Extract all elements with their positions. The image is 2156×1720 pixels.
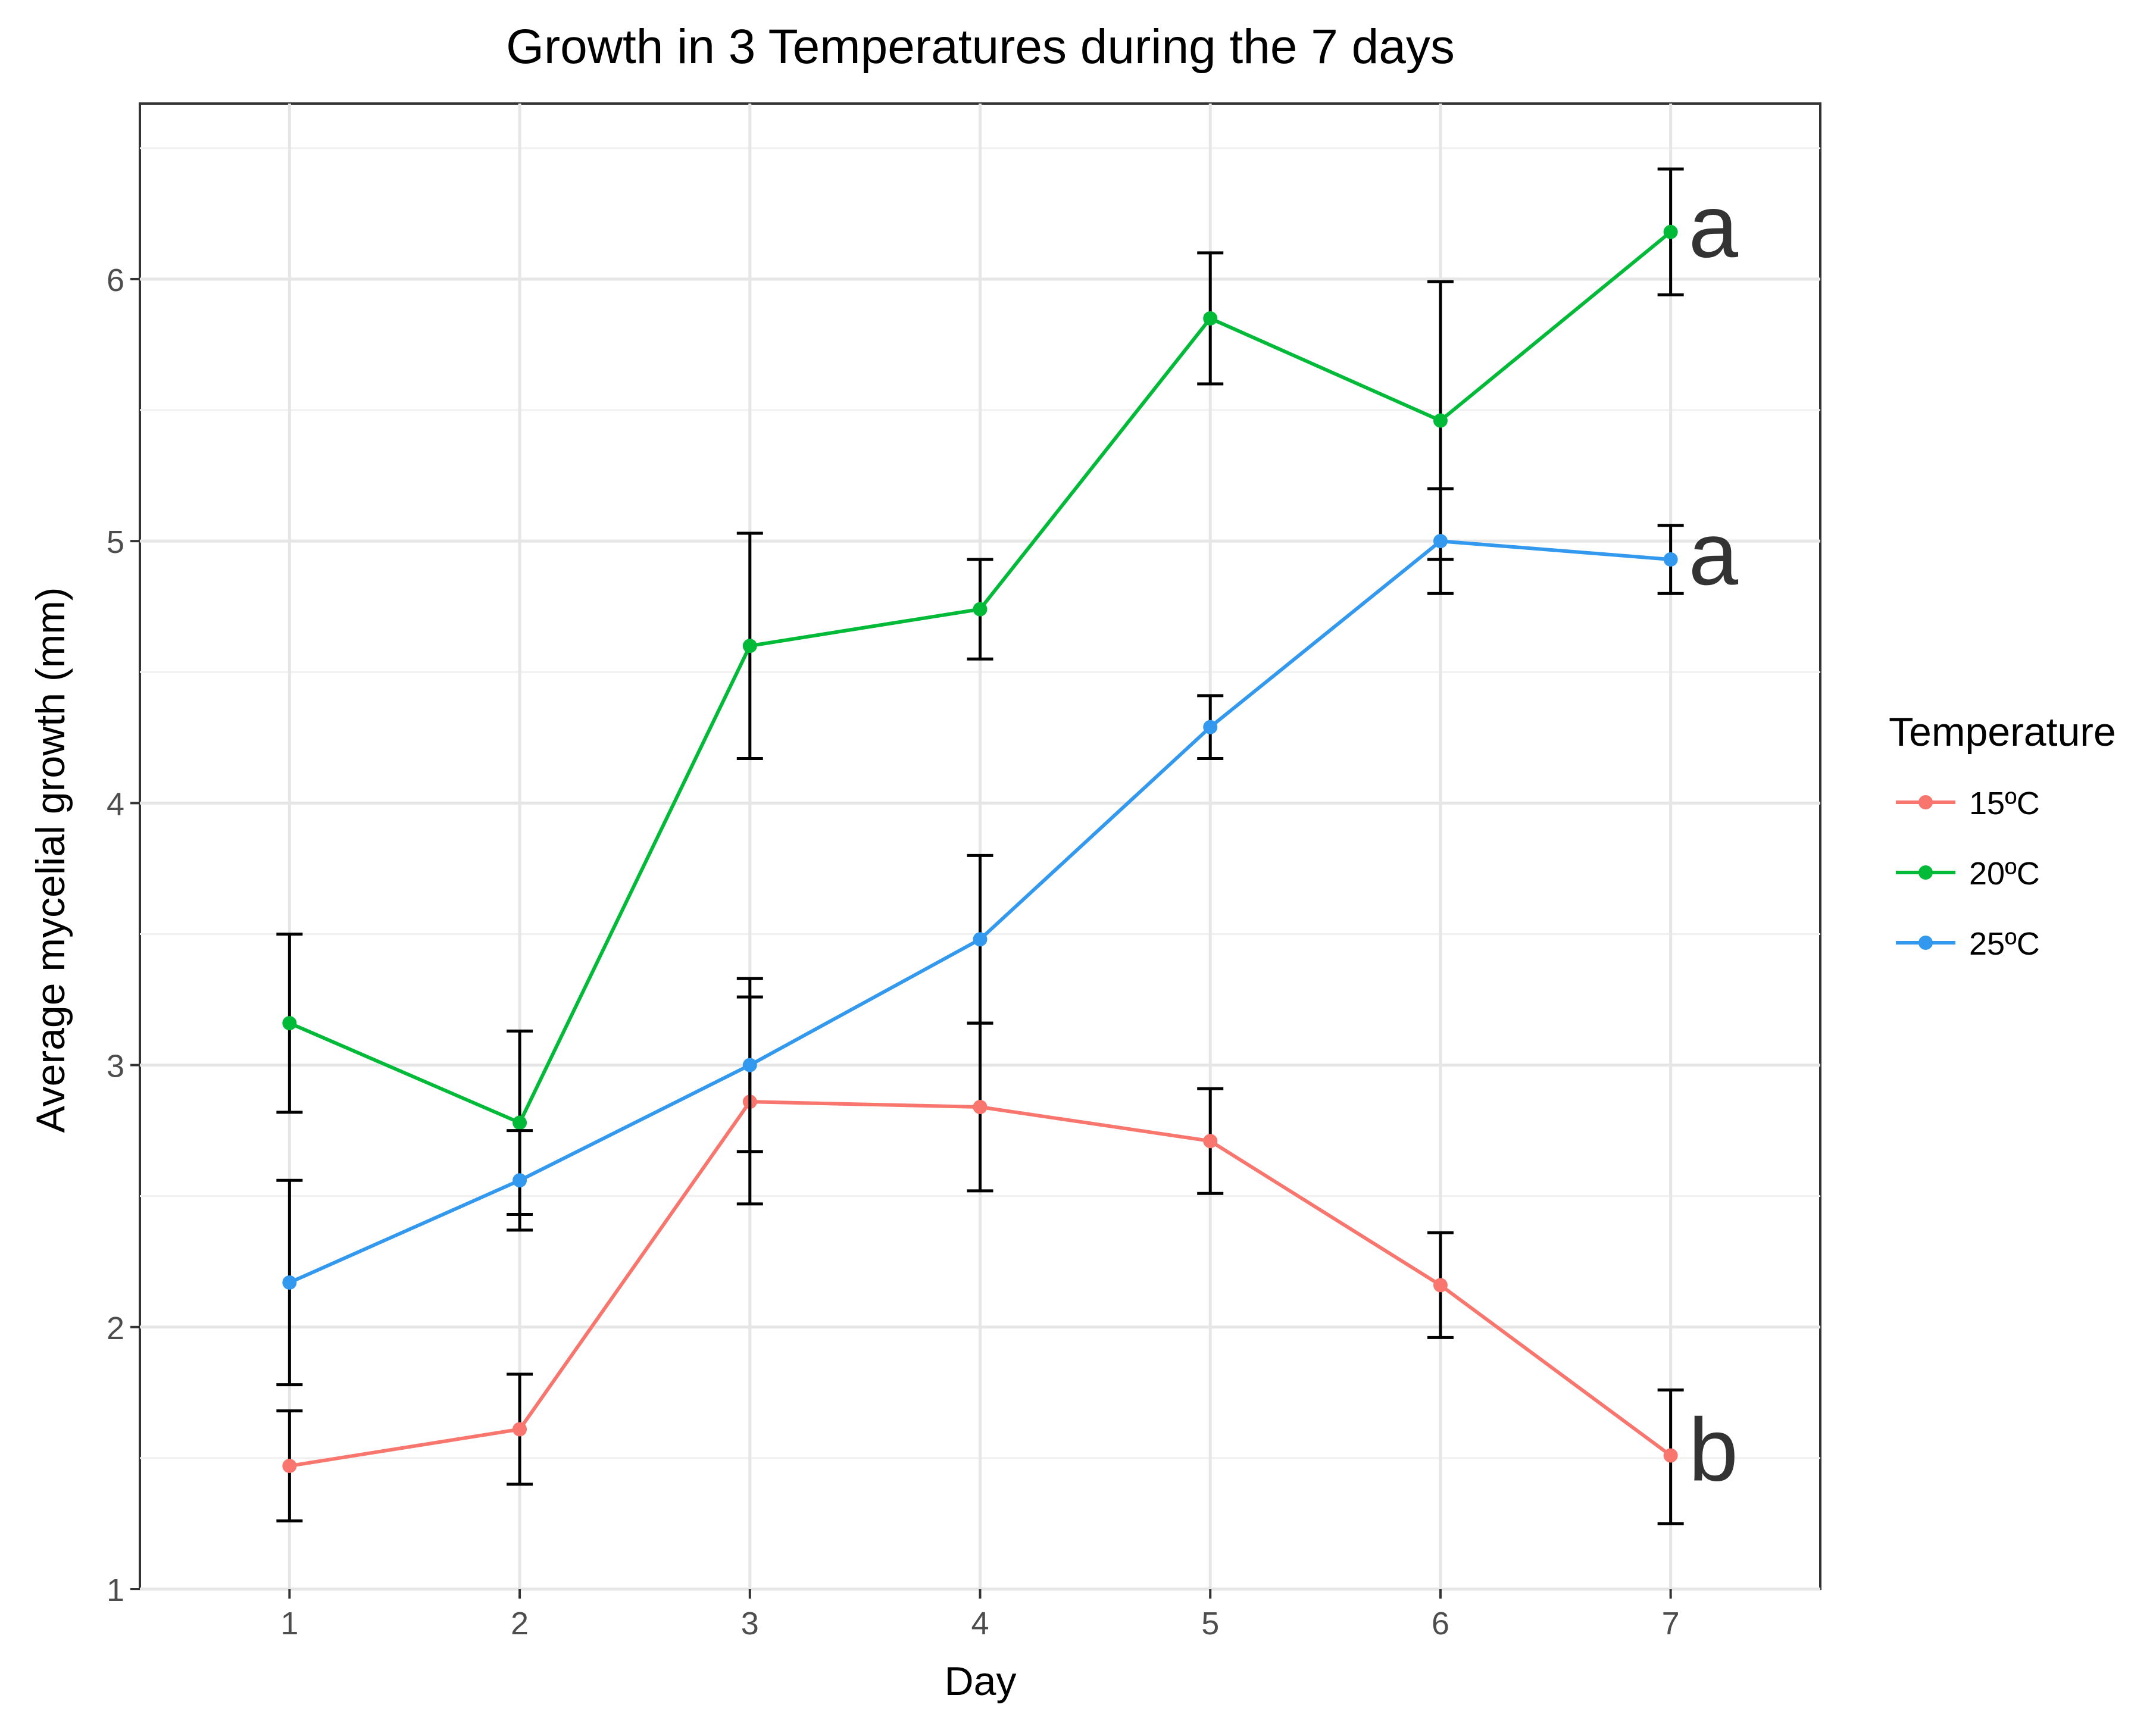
data-point (1203, 311, 1218, 326)
legend-item: 20ºC (1896, 856, 2040, 892)
y-tick-label: 1 (107, 1572, 124, 1608)
legend-marker (1918, 936, 1933, 950)
legend-title: Temperature (1889, 709, 2116, 755)
series-1 (276, 995, 1684, 1525)
data-point (1663, 1448, 1678, 1463)
data-point (973, 602, 988, 617)
y-axis-label: Average mycelial growth (mm) (28, 587, 73, 1133)
data-point (1663, 552, 1678, 567)
x-tick-label: 1 (280, 1606, 298, 1641)
x-tick-label: 5 (1201, 1606, 1219, 1641)
legend-item: 15ºC (1896, 786, 2040, 821)
significance-letter: a (1689, 504, 1739, 603)
data-point (513, 1422, 527, 1437)
data-point (282, 1459, 297, 1474)
data-point (1203, 720, 1218, 734)
data-point (1663, 224, 1678, 239)
y-tick-label: 2 (107, 1311, 124, 1346)
series-2 (276, 167, 1684, 1216)
data-point (742, 1058, 757, 1072)
x-axis-label: Day (945, 1659, 1017, 1704)
legend-marker (1918, 865, 1933, 880)
legend-label: 20ºC (1969, 856, 2040, 892)
x-tick-label: 6 (1432, 1606, 1449, 1641)
data-point (1433, 534, 1448, 549)
legend: Temperature 15ºC 20ºC 25ºC (1889, 709, 2116, 962)
data-point (1203, 1134, 1218, 1149)
series-3 (276, 487, 1684, 1387)
x-tick-label: 2 (511, 1606, 529, 1641)
data-point (973, 1100, 988, 1115)
data-point (513, 1173, 527, 1188)
y-tick-label: 3 (107, 1049, 124, 1084)
significance-letter: a (1689, 176, 1739, 276)
data-point (513, 1115, 527, 1130)
data-point (282, 1016, 297, 1031)
significance-letter: b (1689, 1399, 1738, 1499)
data-point (282, 1275, 297, 1290)
x-tick-label: 4 (971, 1606, 989, 1641)
data-point (1433, 413, 1448, 428)
data-point (742, 639, 757, 653)
legend-label: 15ºC (1969, 786, 2040, 821)
y-tick-label: 5 (107, 524, 124, 560)
data-point (1433, 1278, 1448, 1293)
legend-label: 25ºC (1969, 926, 2040, 962)
x-tick-label: 7 (1662, 1606, 1680, 1641)
y-tick-label: 4 (107, 786, 124, 822)
chart-title: Growth in 3 Temperatures during the 7 da… (506, 20, 1455, 74)
legend-marker (1918, 795, 1933, 809)
x-tick-label: 3 (741, 1606, 759, 1641)
legend-item: 25ºC (1896, 926, 2040, 962)
data-point (973, 932, 988, 947)
y-tick-label: 6 (107, 262, 124, 298)
